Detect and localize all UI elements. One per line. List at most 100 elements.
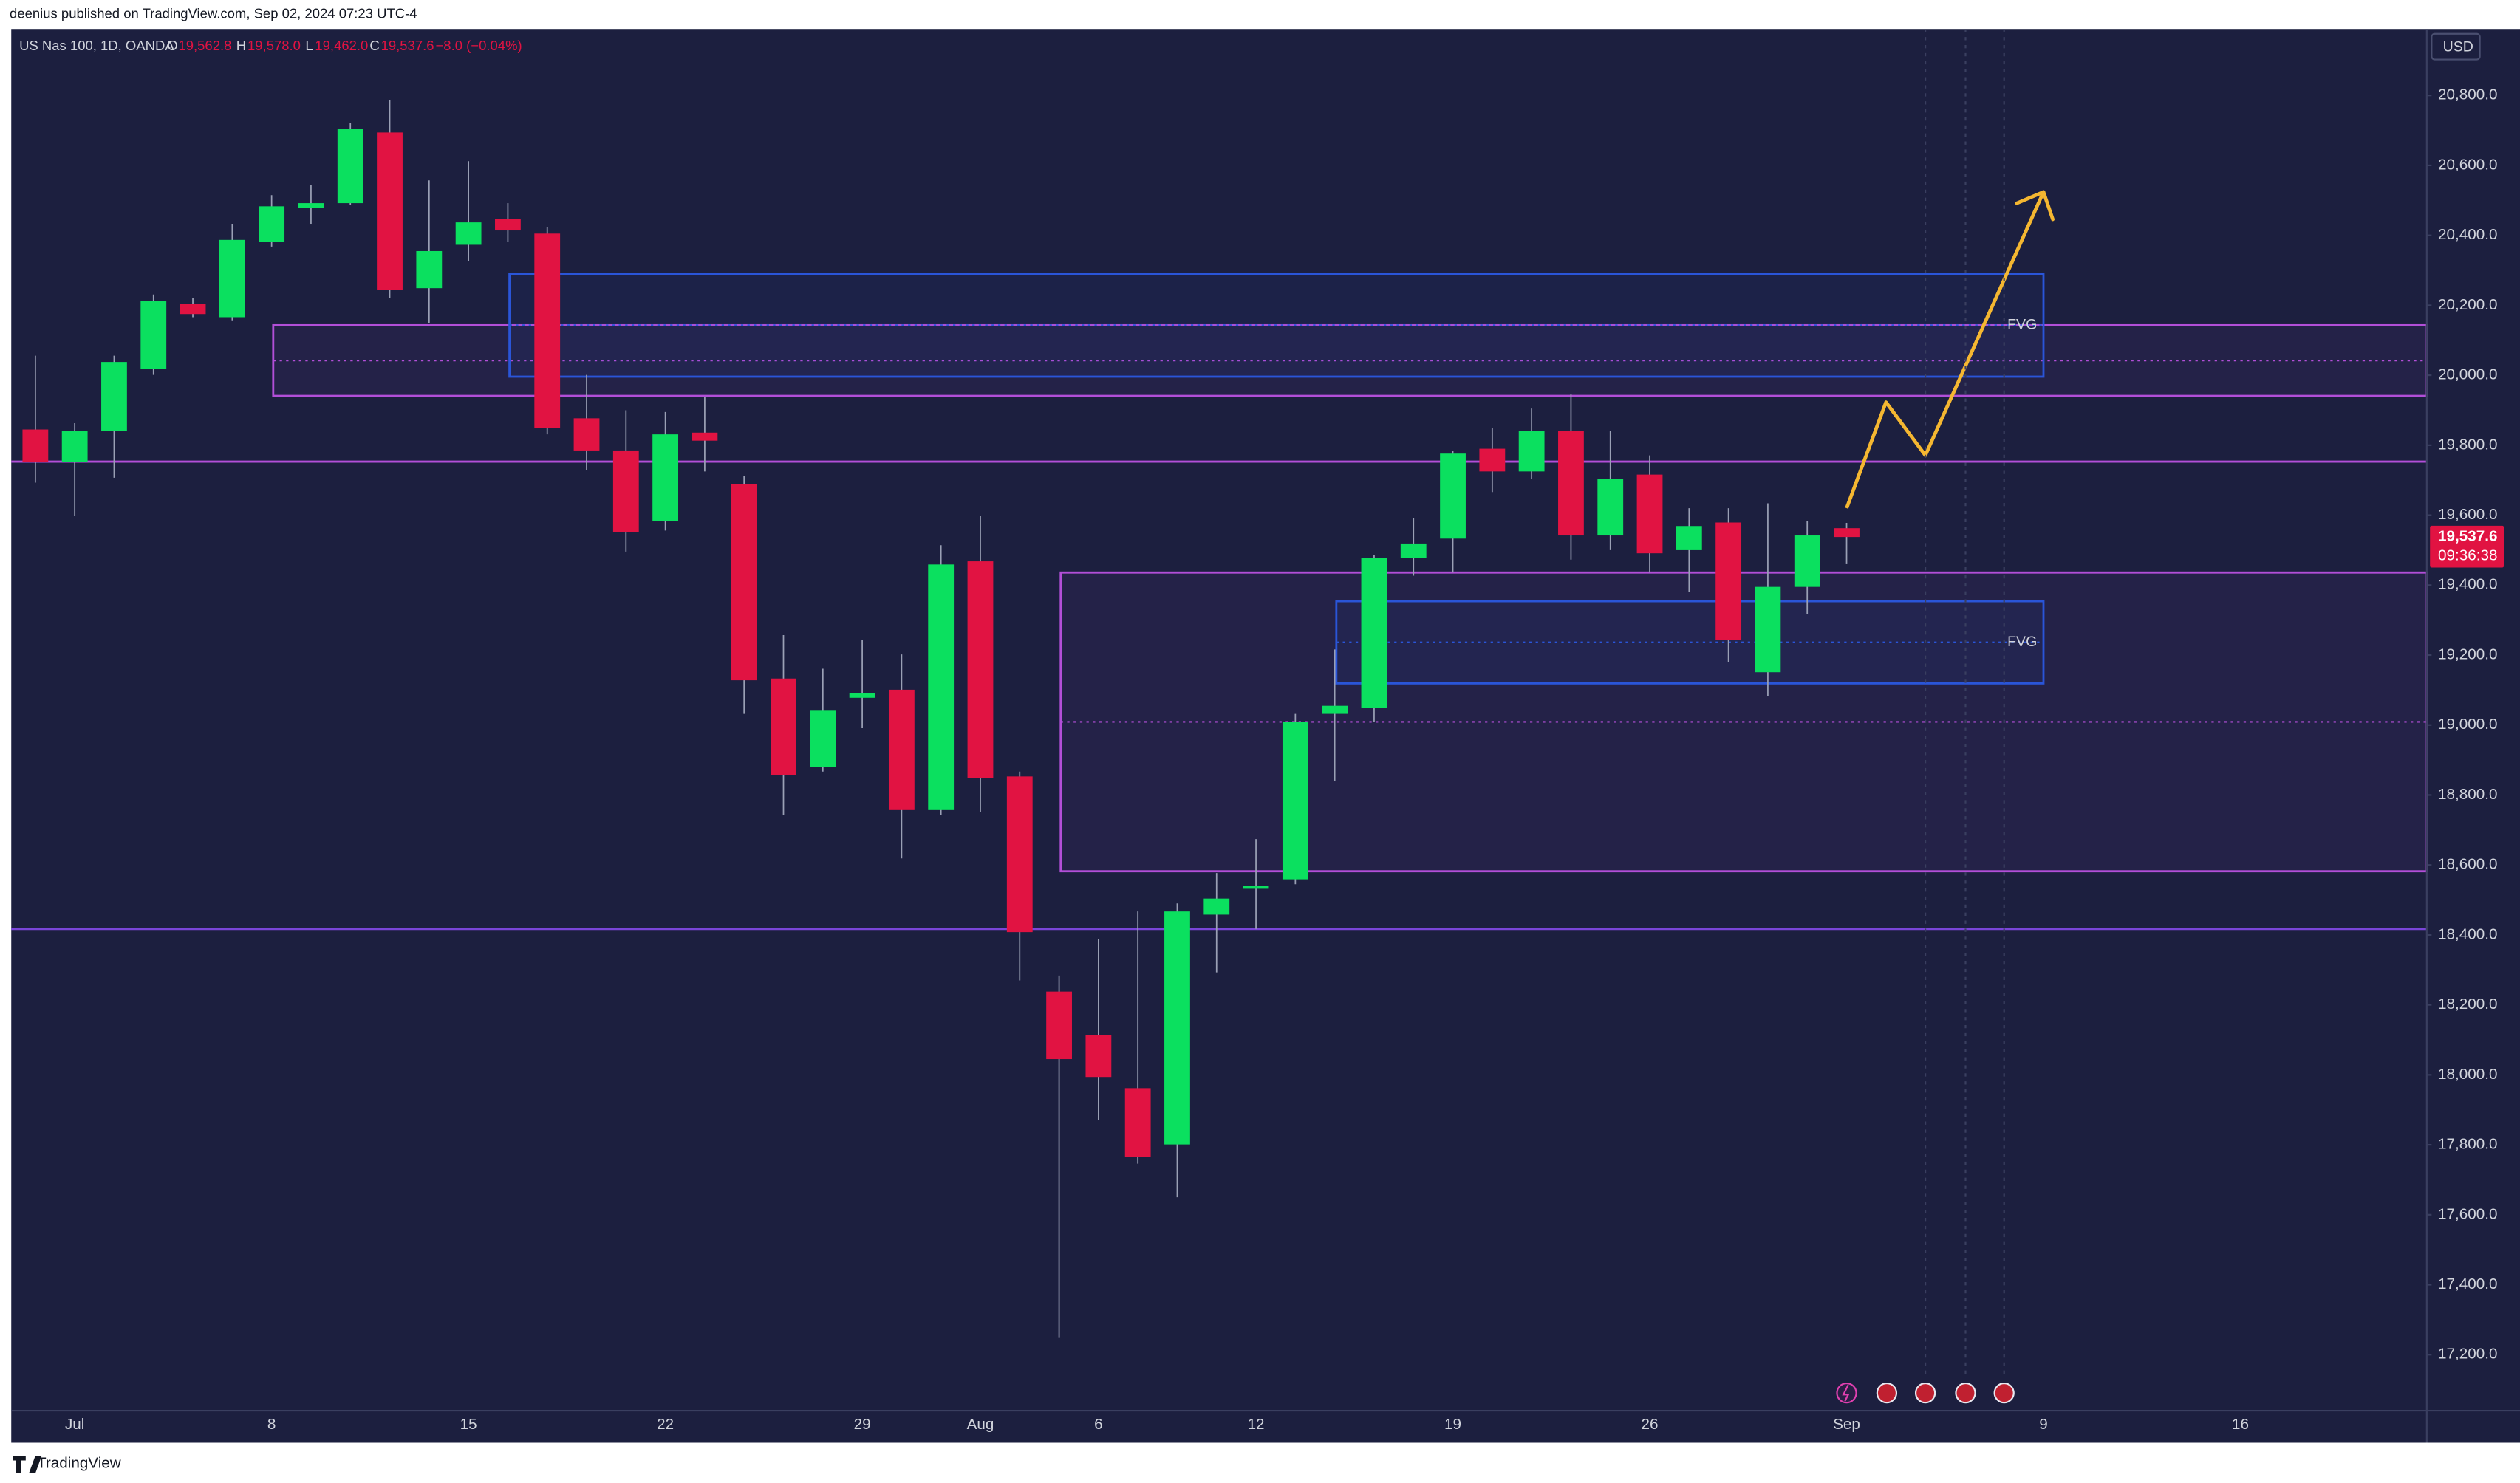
candle-body [652, 434, 679, 521]
projection-arrowhead [2015, 190, 2046, 205]
legend: US Nas 100, 1D, OANDA O 19,562.8 H 19,57… [19, 38, 522, 53]
change: −8.0 (−0.04%) [436, 38, 522, 53]
x-tick-label: 16 [2232, 1416, 2249, 1433]
candle-body [180, 304, 206, 315]
ohlc-key: H [236, 38, 246, 53]
brand-logo [13, 1455, 42, 1473]
ohlc-value: 19,537.6 [381, 38, 434, 53]
candle-body [495, 219, 521, 231]
x-tick-label: 15 [460, 1416, 477, 1433]
candle-body [1715, 522, 1742, 640]
y-tick-label: 19,600.0 [2438, 506, 2497, 523]
event-icon[interactable] [1993, 1382, 2015, 1404]
zone-label: FVG [2007, 317, 2037, 333]
x-tick-label: Aug [967, 1416, 994, 1433]
ohlc-key: L [305, 38, 313, 53]
countdown: 09:36:38 [2438, 547, 2497, 564]
zone-label: FVG [2007, 634, 2037, 650]
event-icon[interactable] [1836, 1382, 1857, 1404]
y-tick-label: 18,600.0 [2438, 856, 2497, 873]
x-tick-label: 26 [1642, 1416, 1659, 1433]
candle-body [298, 203, 324, 208]
candle-body [1676, 526, 1702, 550]
marks: 17,200.0 17,400.0 17,600.0 17,800.0 18,000.0… [11, 86, 2497, 1433]
event-icon[interactable] [1955, 1382, 1976, 1404]
candle-body [1834, 528, 1860, 538]
candle-body [1558, 431, 1584, 536]
candle-body [849, 693, 875, 698]
ohlc-value: 19,562.8 [178, 38, 231, 53]
y-tick-label: 17,400.0 [2438, 1275, 2497, 1292]
y-tick-label: 19,400.0 [2438, 576, 2497, 593]
candle-body [1203, 898, 1230, 915]
candle-body [259, 206, 285, 242]
candle-body [1124, 1088, 1151, 1157]
x-tick-label: 6 [1094, 1416, 1103, 1433]
y-tick-label: 20,400.0 [2438, 226, 2497, 243]
y-tick-label: 19,800.0 [2438, 436, 2497, 453]
y-tick-label: 17,200.0 [2438, 1346, 2497, 1363]
candle-body [1479, 448, 1506, 472]
currency-box[interactable] [2431, 32, 2481, 61]
y-tick-label: 20,600.0 [2438, 156, 2497, 173]
candle-body [1046, 991, 1072, 1060]
brand: TradingView [37, 1454, 121, 1471]
candle-body [1243, 886, 1269, 889]
ohlc-key: C [369, 38, 379, 53]
x-tick-label: Jul [65, 1416, 84, 1433]
candle-body [810, 710, 836, 767]
y-tick-label: 17,600.0 [2438, 1205, 2497, 1222]
y-tick-label: 18,000.0 [2438, 1066, 2497, 1083]
candle-body [140, 301, 167, 369]
event-icon[interactable] [1876, 1382, 1898, 1404]
ohlc-key: O [167, 38, 177, 53]
y-tick-label: 18,200.0 [2438, 996, 2497, 1013]
candle-body [1400, 543, 1427, 558]
event-icon[interactable] [1914, 1382, 1936, 1404]
candle-body [967, 561, 994, 778]
x-tick-label: 9 [2039, 1416, 2048, 1433]
y-tick-label: 18,400.0 [2438, 925, 2497, 942]
candle-body [455, 222, 482, 245]
candle-body [1282, 722, 1308, 880]
x-tick-label: 12 [1248, 1416, 1265, 1433]
event-markers [1836, 29, 2015, 1404]
candle-body [692, 432, 718, 441]
candle-body [1322, 705, 1348, 714]
y-tick-label: 18,800.0 [2438, 786, 2497, 803]
candle-body [416, 250, 443, 289]
ohlc-value: 19,462.0 [315, 38, 368, 53]
projection-arrowhead [2041, 190, 2055, 222]
candle-body [1597, 479, 1624, 536]
y-tick-label: 20,800.0 [2438, 86, 2497, 103]
candle-body [612, 450, 639, 532]
x-tick-label: 29 [854, 1416, 871, 1433]
candle-body [771, 678, 796, 775]
last-price-label: 19,537.6 [2438, 528, 2497, 545]
candle-body [1164, 911, 1190, 1145]
y-tick-label: 17,800.0 [2438, 1136, 2497, 1153]
candle-body [377, 132, 403, 290]
candle-body [1440, 453, 1466, 539]
candle-body [1085, 1035, 1112, 1078]
candle-body [219, 239, 245, 318]
candle-body [61, 431, 88, 462]
y-tick-label: 20,200.0 [2438, 296, 2497, 313]
candle-body [534, 233, 561, 428]
candle-body [928, 564, 955, 810]
y-tick-label: 19,000.0 [2438, 716, 2497, 733]
candle-body [1636, 474, 1663, 554]
candle-body [573, 418, 600, 451]
candle-body [1361, 558, 1387, 708]
candle-body [1755, 586, 1781, 673]
candle-body [337, 129, 363, 204]
candle-body [1518, 431, 1545, 472]
candle-body [101, 362, 127, 431]
projection [1845, 191, 2046, 509]
x-tick-label: 8 [267, 1416, 276, 1433]
ohlc-value: 19,578.0 [247, 38, 301, 53]
currency: USD [2443, 38, 2473, 55]
x-tick-label: 19 [1444, 1416, 1461, 1433]
